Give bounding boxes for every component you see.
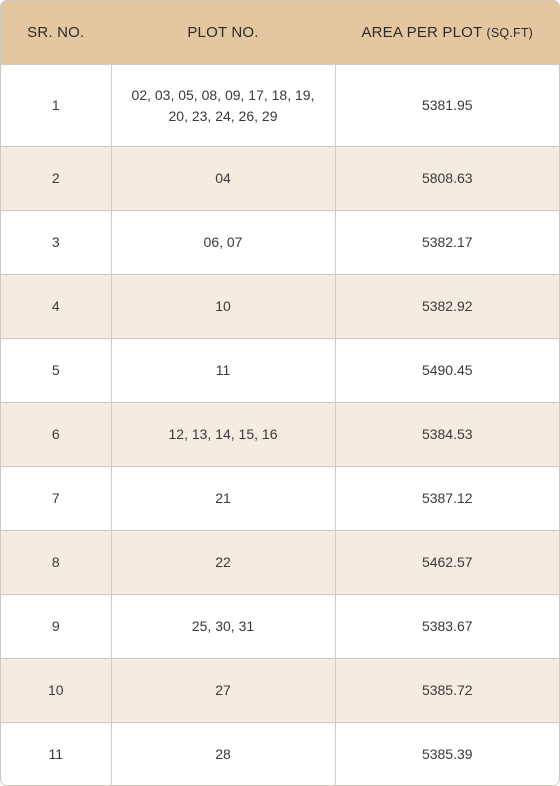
header-sr-no: SR. NO. — [1, 1, 112, 65]
cell-plot-no-text: 12, 13, 14, 15, 16 — [168, 426, 278, 442]
cell-area: 5382.92 — [335, 274, 559, 339]
cell-area: 5490.45 — [335, 338, 559, 403]
cell-plot-no-text: 02, 03, 05, 08, 09, 17, 18, 19, 20, 23, … — [131, 86, 315, 124]
table-header: SR. NO. PLOT NO. AREA PER PLOT (SQ.FT) — [1, 1, 559, 65]
cell-plot-no-text: 27 — [215, 682, 231, 698]
cell-area: 5382.17 — [335, 210, 559, 275]
header-area-label: AREA PER PLOT — [361, 24, 483, 41]
header-area-unit: (SQ.FT) — [486, 26, 534, 40]
cell-plot-no: 11 — [111, 338, 336, 403]
cell-plot-no: 21 — [111, 466, 336, 531]
table-row: 10 27 5385.72 — [1, 658, 559, 723]
cell-area: 5385.39 — [335, 722, 559, 785]
header-plot-no: PLOT NO. — [111, 1, 336, 65]
table-row: 7 21 5387.12 — [1, 466, 559, 531]
cell-plot-no-text: 10 — [215, 298, 231, 314]
table-row: 3 06, 07 5382.17 — [1, 210, 559, 275]
cell-plot-no-text: 28 — [215, 746, 231, 762]
cell-plot-no: 02, 03, 05, 08, 09, 17, 18, 19, 20, 23, … — [111, 64, 336, 147]
cell-sr-no: 8 — [1, 530, 112, 595]
table-body: 1 02, 03, 05, 08, 09, 17, 18, 19, 20, 23… — [1, 64, 559, 785]
cell-plot-no: 27 — [111, 658, 336, 723]
table-row: 5 11 5490.45 — [1, 338, 559, 403]
cell-area: 5383.67 — [335, 594, 559, 659]
cell-sr-no: 5 — [1, 338, 112, 403]
cell-area: 5462.57 — [335, 530, 559, 595]
cell-plot-no-text: 22 — [215, 554, 231, 570]
table-row: 1 02, 03, 05, 08, 09, 17, 18, 19, 20, 23… — [1, 64, 559, 147]
cell-plot-no-text: 25, 30, 31 — [191, 618, 255, 634]
header-area-per-plot: AREA PER PLOT (SQ.FT) — [335, 1, 559, 65]
table-row: 11 28 5385.39 — [1, 722, 559, 785]
cell-area: 5808.63 — [335, 146, 559, 211]
cell-plot-no-text: 21 — [215, 490, 231, 506]
cell-plot-no: 10 — [111, 274, 336, 339]
cell-sr-no: 11 — [1, 722, 112, 785]
cell-sr-no: 6 — [1, 402, 112, 467]
cell-sr-no: 7 — [1, 466, 112, 531]
cell-sr-no: 1 — [1, 64, 112, 147]
cell-plot-no: 06, 07 — [111, 210, 336, 275]
cell-sr-no: 4 — [1, 274, 112, 339]
cell-plot-no: 28 — [111, 722, 336, 785]
cell-plot-no: 22 — [111, 530, 336, 595]
cell-plot-no: 12, 13, 14, 15, 16 — [111, 402, 336, 467]
table-row: 4 10 5382.92 — [1, 274, 559, 339]
cell-area: 5384.53 — [335, 402, 559, 467]
table-row: 9 25, 30, 31 5383.67 — [1, 594, 559, 659]
cell-plot-no-text: 11 — [215, 362, 231, 378]
cell-plot-no-text: 04 — [215, 170, 231, 186]
cell-area: 5385.72 — [335, 658, 559, 723]
cell-sr-no: 3 — [1, 210, 112, 275]
cell-sr-no: 9 — [1, 594, 112, 659]
table-row: 8 22 5462.57 — [1, 530, 559, 595]
cell-sr-no: 10 — [1, 658, 112, 723]
header-row: SR. NO. PLOT NO. AREA PER PLOT (SQ.FT) — [1, 1, 559, 65]
cell-plot-no: 25, 30, 31 — [111, 594, 336, 659]
cell-plot-no-text: 06, 07 — [203, 234, 243, 250]
cell-area: 5387.12 — [335, 466, 559, 531]
table-row: 6 12, 13, 14, 15, 16 5384.53 — [1, 402, 559, 467]
cell-plot-no: 04 — [111, 146, 336, 211]
cell-area: 5381.95 — [335, 64, 559, 147]
cell-sr-no: 2 — [1, 146, 112, 211]
table-row: 2 04 5808.63 — [1, 146, 559, 211]
